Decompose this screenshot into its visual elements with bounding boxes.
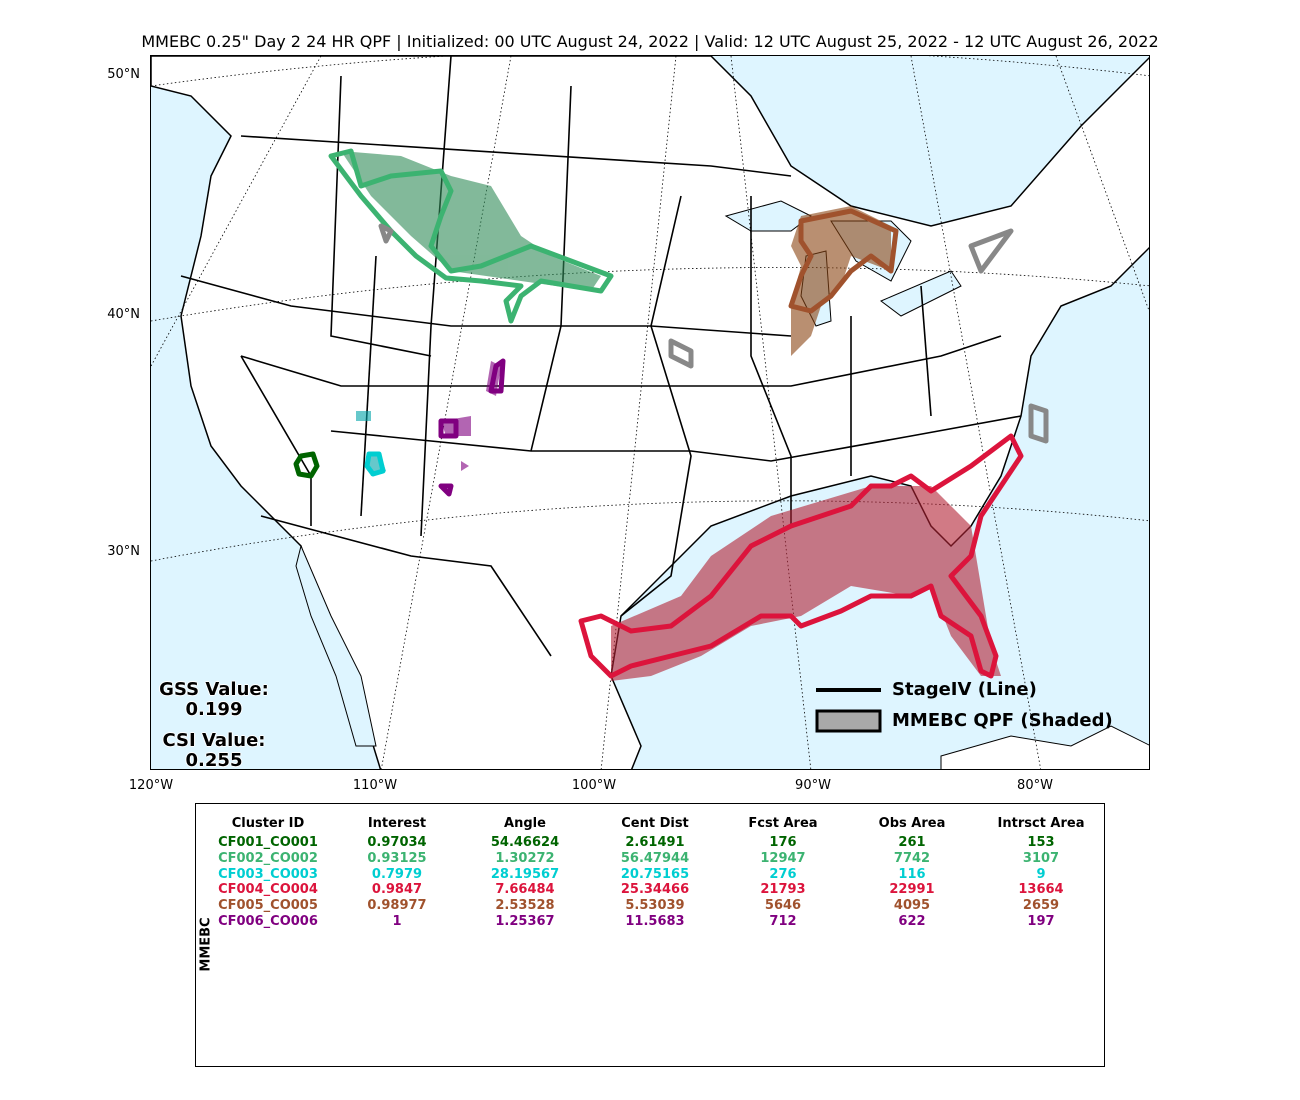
gss-value: 0.199 (185, 699, 243, 720)
map-canvas (151, 56, 1149, 769)
table-cell: 5.53039 (625, 898, 685, 914)
table-cell: 5646 (764, 898, 802, 914)
outline-unmatched (378, 223, 1049, 444)
table-cell: 22991 (889, 882, 935, 898)
table-cell: 2659 (1022, 898, 1060, 914)
lon-label-100w: 100°W (571, 778, 617, 793)
table-cell: 12947 (760, 850, 806, 866)
table-header-cell: Interest (367, 816, 427, 831)
table-header-cell: Cent Dist (621, 816, 689, 831)
table-cluster-id: CF005_CO005 (218, 898, 318, 914)
table-cell: 153 (1027, 835, 1055, 850)
table-header-cell: Cluster ID (231, 816, 305, 831)
table-header-cell: Angle (504, 816, 546, 831)
csi-value: 0.255 (185, 750, 243, 771)
table-cell: 176 (769, 835, 797, 850)
lon-label-120w: 120°W (128, 778, 174, 793)
table-cell: 276 (769, 866, 797, 882)
table-cell: 0.9847 (371, 882, 423, 898)
table-cell: 0.98977 (367, 898, 427, 914)
table-header-cell: Fcst Area (748, 816, 818, 831)
table-cell: 712 (769, 914, 797, 929)
table-cell: 0.97034 (367, 835, 427, 850)
lon-label-110w: 110°W (352, 778, 398, 793)
table-cell: 7742 (893, 850, 931, 866)
table-cell: 25.34466 (620, 882, 690, 898)
legend-shaded-swatch (815, 709, 882, 733)
legend-line-label: StageIV (Line) (892, 679, 1037, 700)
outline-cf005 (788, 208, 899, 314)
outline-cf006 (438, 358, 506, 497)
table-cell: 20.75165 (620, 866, 690, 882)
table-cell: 1 (392, 914, 402, 929)
table-cell: 11.5683 (625, 914, 685, 929)
table-cell: 2.53528 (495, 898, 555, 914)
table-cell: 54.46624 (490, 835, 560, 850)
table-cluster-id: CF001_CO001 (218, 835, 318, 850)
table-cluster-id: CF006_CO006 (218, 914, 318, 929)
observed-outlines (293, 148, 1049, 679)
state-boundaries (180, 56, 1022, 657)
gulf-of-california (295, 544, 377, 747)
lat-label-50n: 50°N (107, 67, 140, 82)
table-header-cell: Obs Area (878, 816, 946, 831)
table-cell: 1.25367 (495, 914, 555, 929)
table-cell: 0.7979 (371, 866, 423, 882)
lat-label-40n: 40°N (107, 307, 140, 322)
table-cell: 9 (1036, 866, 1046, 882)
chart-title: MMEBC 0.25" Day 2 24 HR QPF | Initialize… (141, 32, 1159, 51)
table-cell: 21793 (760, 882, 806, 898)
outline-cf001 (293, 451, 320, 479)
map-panel (150, 55, 1150, 770)
lat-label-30n: 30°N (107, 544, 140, 559)
table-cell: 7.66484 (495, 882, 555, 898)
table-cell: 56.47944 (620, 850, 690, 866)
table-header-cell: Intrsct Area (997, 816, 1085, 831)
table-cell: 622 (898, 914, 926, 929)
shade-cf004 (611, 486, 1001, 681)
outline-cf003 (364, 451, 386, 477)
table-cluster-id: CF002_CO002 (218, 850, 318, 866)
table-cell: 2.61491 (625, 835, 685, 850)
shade-cf002 (341, 151, 601, 291)
table-cell: 4095 (893, 898, 931, 914)
cluster-table (195, 803, 1105, 1067)
legend-graphics (815, 688, 882, 733)
outline-cf004 (578, 433, 1024, 679)
table-cluster-id: CF004_CO004 (218, 882, 318, 898)
table-cell: 261 (898, 835, 926, 850)
table-cluster-id: CF003_CO003 (218, 866, 318, 882)
table-cell: 0.93125 (367, 850, 427, 866)
table-cell: 3107 (1022, 850, 1060, 866)
lon-label-90w: 90°W (795, 778, 831, 793)
table-cell: 1.30272 (495, 850, 555, 866)
table-cell: 116 (898, 866, 926, 882)
table-cell: 197 (1027, 914, 1055, 929)
graticule (151, 56, 1149, 769)
lon-label-80w: 80°W (1017, 778, 1053, 793)
legend-shaded-label: MMEBC QPF (Shaded) (892, 710, 1113, 731)
gss-label: GSS Value: (159, 679, 269, 700)
csi-label: CSI Value: (162, 730, 266, 751)
table-cell: 28.19567 (490, 866, 560, 882)
table-cell: 13664 (1018, 882, 1064, 898)
outline-cf002 (328, 148, 614, 324)
caribbean-land (940, 725, 1149, 769)
shade-cf006 (441, 361, 501, 471)
